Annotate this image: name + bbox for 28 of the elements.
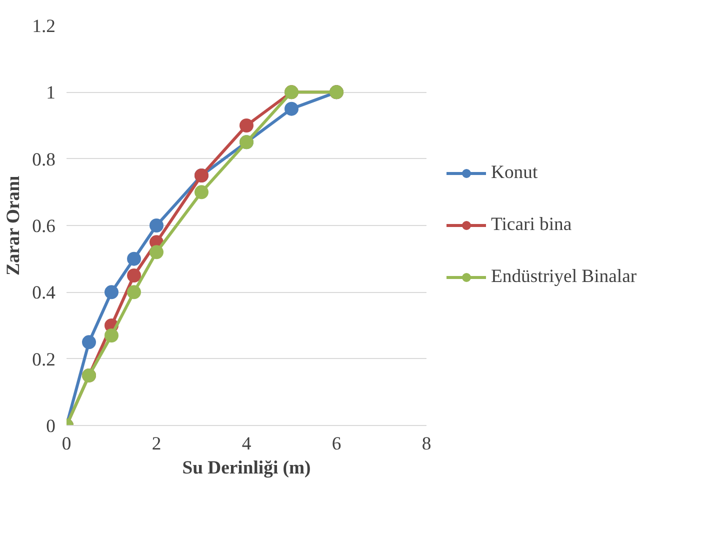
x-tick-label: 8 <box>422 434 432 454</box>
y-tick-label: 0.6 <box>32 216 56 237</box>
y-tick-label: 0.4 <box>32 282 56 304</box>
y-axis-title: Zarar Oranı <box>3 176 24 276</box>
point <box>127 268 141 282</box>
x-tick-label: 6 <box>332 434 342 454</box>
y-tick-label: 1 <box>46 82 56 104</box>
point <box>104 285 118 300</box>
y-tick-label: 0 <box>46 416 56 437</box>
x-axis-title: Su Derinliği (m) <box>182 458 311 478</box>
point <box>150 218 164 232</box>
legend-label: Endüstriyel Binalar <box>491 266 637 288</box>
point <box>127 252 141 266</box>
x-tick-label: 2 <box>152 434 162 454</box>
point <box>284 102 298 116</box>
point <box>127 285 141 300</box>
y-tick-label: 0.8 <box>32 149 56 170</box>
point <box>194 185 208 200</box>
y-tick-label: 1.2 <box>32 16 56 37</box>
x-tick-label: 0 <box>62 434 72 454</box>
point <box>240 118 254 132</box>
legend-label: Konut <box>491 162 538 184</box>
x-tick-label: 4 <box>242 434 252 454</box>
point <box>150 245 164 260</box>
y-tick-label: 0.2 <box>32 349 56 370</box>
point <box>82 335 96 350</box>
legend-label: Ticari bina <box>491 214 572 236</box>
point <box>104 328 118 342</box>
